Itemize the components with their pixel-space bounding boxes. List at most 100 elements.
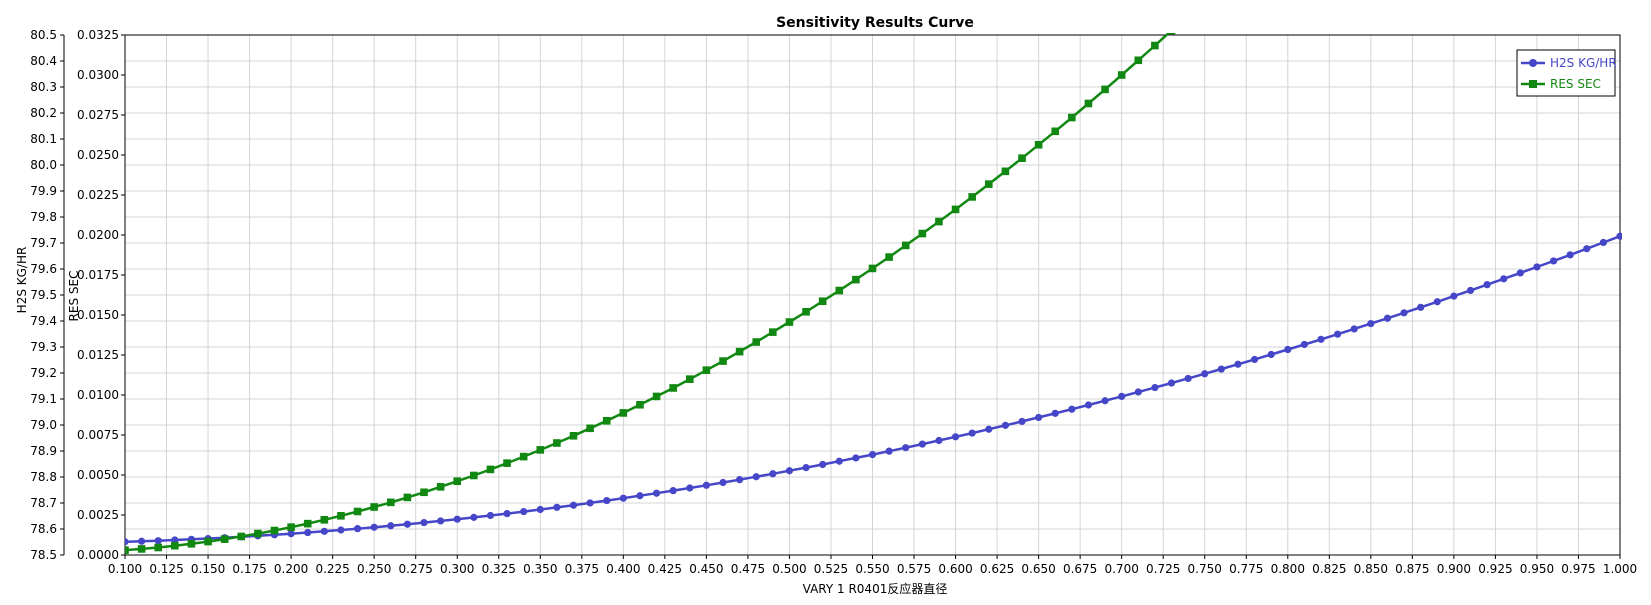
- x-tick-label: 0.450: [689, 562, 723, 576]
- y-axis-label-h2s: H2S KG/HR: [15, 247, 29, 314]
- data-point-h2s: [619, 494, 627, 502]
- data-point-res: [852, 275, 860, 284]
- y-tick-label-h2s: 79.5: [30, 288, 57, 302]
- data-point-h2s: [1250, 355, 1259, 364]
- y-axis-label-res: RES SEC: [67, 271, 81, 322]
- data-point-res: [935, 217, 943, 226]
- x-tick-label: 0.825: [1312, 562, 1346, 576]
- data-point-res: [835, 286, 844, 295]
- data-point-h2s: [835, 457, 843, 465]
- y-tick-label-h2s: 79.2: [30, 366, 57, 380]
- y-tick-label-h2s: 80.5: [30, 28, 57, 42]
- data-point-h2s: [1001, 421, 1009, 429]
- data-point-h2s: [951, 433, 960, 441]
- data-point-res: [752, 338, 761, 346]
- data-point-h2s: [337, 526, 345, 534]
- data-point-h2s: [918, 440, 926, 448]
- data-point-res: [1018, 154, 1026, 162]
- right-axis-ticks: 0.0000 0.0025 0.0050 0.0075 0.0100 0.0125 0.01…: [77, 28, 125, 562]
- data-point-res: [125, 546, 129, 554]
- data-point-h2s: [1367, 320, 1375, 328]
- data-point-res: [337, 512, 345, 520]
- data-point-h2s: [1101, 397, 1109, 405]
- data-point-h2s: [1084, 401, 1093, 409]
- data-point-res: [370, 503, 378, 511]
- data-point-res: [1151, 41, 1159, 50]
- data-point-res: [470, 471, 478, 480]
- y-tick-label-res: 0.0175: [77, 268, 119, 282]
- data-point-res: [320, 516, 329, 524]
- data-point-h2s: [171, 536, 179, 544]
- data-point-h2s: [603, 496, 611, 505]
- data-point-h2s: [1616, 232, 1622, 240]
- series-layer: [125, 0, 1622, 554]
- data-point-h2s: [403, 520, 411, 528]
- data-point-h2s: [320, 527, 328, 535]
- data-point-res: [220, 535, 229, 543]
- x-tick-label: 0.200: [274, 562, 308, 576]
- data-point-res: [1001, 167, 1010, 176]
- x-tick-label: 0.150: [191, 562, 225, 576]
- data-point-h2s: [852, 454, 860, 462]
- y-tick-label-h2s: 80.1: [30, 132, 57, 146]
- data-point-res: [802, 308, 810, 316]
- data-point-h2s: [1267, 350, 1275, 359]
- data-point-res: [818, 297, 827, 306]
- y-tick-label-h2s: 79.8: [30, 210, 57, 224]
- x-tick-label: 0.850: [1354, 562, 1388, 576]
- data-point-res: [1084, 99, 1093, 108]
- data-point-h2s: [370, 523, 378, 531]
- x-tick-label: 0.625: [980, 562, 1014, 576]
- data-point-res: [868, 264, 877, 273]
- data-point-res: [1101, 85, 1109, 94]
- x-tick-label: 0.525: [814, 562, 848, 576]
- data-point-res: [486, 465, 495, 474]
- data-point-h2s: [636, 492, 644, 500]
- data-point-res: [1167, 33, 1176, 35]
- data-point-h2s: [1583, 245, 1591, 253]
- grid-layer: [124, 34, 1621, 556]
- data-point-h2s: [1549, 257, 1558, 265]
- data-point-h2s: [1450, 292, 1458, 300]
- data-point-h2s: [902, 444, 910, 452]
- data-point-res: [885, 253, 893, 261]
- y-tick-label-h2s: 78.6: [30, 522, 57, 536]
- data-point-res: [270, 526, 279, 535]
- data-point-h2s: [1217, 365, 1225, 373]
- x-tick-label: 0.550: [855, 562, 889, 576]
- data-point-h2s: [1051, 409, 1059, 417]
- data-point-res: [685, 375, 694, 383]
- x-tick-label: 0.425: [648, 562, 682, 576]
- y-tick-label-h2s: 78.7: [30, 496, 57, 510]
- x-tick-label: 0.350: [523, 562, 557, 576]
- x-tick-label: 0.775: [1229, 562, 1263, 576]
- data-point-h2s: [353, 525, 362, 533]
- data-point-h2s: [520, 507, 528, 516]
- data-point-h2s: [569, 501, 578, 509]
- y-tick-label-h2s: 79.1: [30, 392, 57, 406]
- data-point-res: [287, 523, 295, 531]
- y-tick-label-res: 0.0025: [77, 508, 119, 522]
- data-point-res: [636, 400, 644, 409]
- data-point-h2s: [125, 538, 129, 546]
- y-tick-label-h2s: 79.3: [30, 340, 57, 354]
- data-point-res: [669, 384, 677, 392]
- data-point-res: [254, 529, 262, 538]
- x-axis-ticks: 0.100 0.125 0.150 0.175 0.200 0.225 0.250 0.275…: [108, 555, 1637, 576]
- data-point-res: [1184, 11, 1192, 19]
- data-point-h2s: [1151, 383, 1159, 392]
- data-point-res: [785, 318, 794, 326]
- y-tick-label-h2s: 79.7: [30, 236, 57, 250]
- data-point-res: [1117, 71, 1126, 79]
- data-point-h2s: [1068, 405, 1076, 413]
- data-point-res: [1201, 0, 1209, 4]
- data-point-h2s: [1400, 309, 1408, 317]
- data-point-res: [386, 498, 395, 507]
- data-point-h2s: [769, 470, 777, 478]
- data-point-res: [719, 357, 727, 365]
- data-point-res: [187, 540, 196, 548]
- data-point-res: [702, 366, 711, 374]
- data-point-h2s: [154, 537, 162, 545]
